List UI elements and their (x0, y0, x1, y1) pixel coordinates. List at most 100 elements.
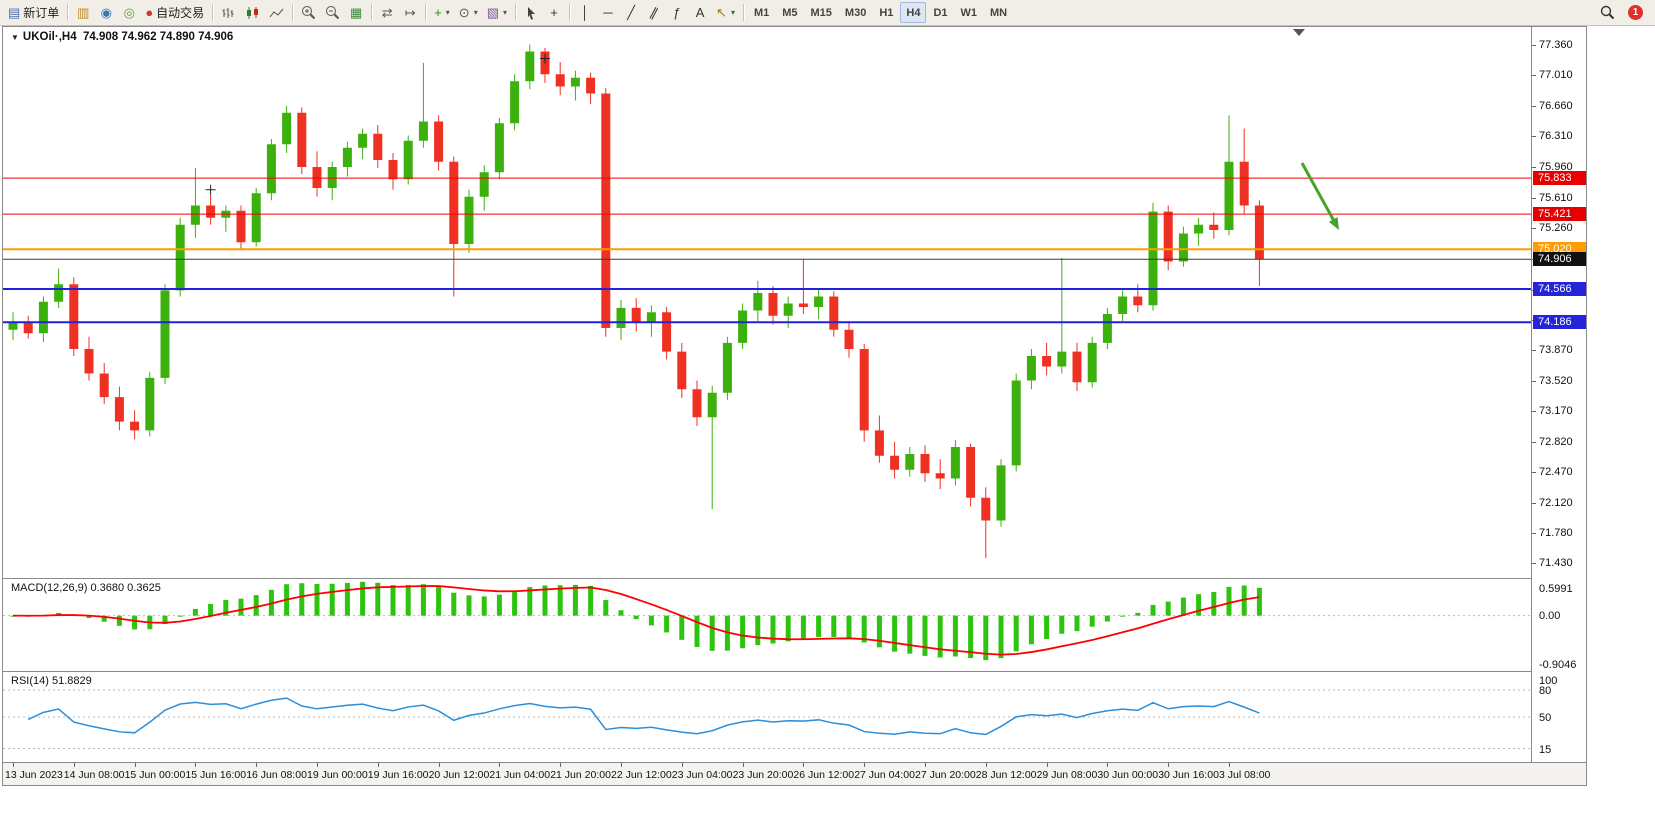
rsi-pane[interactable]: RSI(14) 51.8829 (3, 672, 1531, 762)
price-chart-pane[interactable]: ▼ UKOil·,H4 74.908 74.962 74.890 74.906 (3, 27, 1531, 578)
timeframe-h4-button[interactable]: H4 (900, 2, 927, 23)
price-axis-tick (1532, 532, 1536, 534)
timeframe-mn-button[interactable]: MN (990, 6, 1008, 19)
fibonacci-icon: ƒ (673, 5, 681, 20)
pane-splitter-2[interactable] (3, 671, 1586, 672)
price-axis-tick (1532, 441, 1536, 443)
time-axis-label: 15 Jun 00:00 (124, 769, 186, 781)
time-axis-label: 19 Jun 00:00 (307, 769, 368, 781)
price-axis[interactable]: 75.833 75.421 75.020 74.906 74.566 74.186 77.3… (1531, 27, 1586, 762)
price-axis-label: 75.960 (1539, 161, 1573, 173)
chevron-down-icon: ▾ (730, 8, 735, 17)
candle (1042, 342, 1052, 376)
time-axis-label: 22 Jun 12:00 (611, 769, 672, 781)
trend-line-button[interactable]: ╱ (620, 2, 642, 23)
toolbar-separator (425, 4, 427, 21)
candle (1194, 217, 1204, 246)
macd-chart-svg[interactable] (3, 579, 1531, 671)
macd-signal-line (12, 585, 1260, 656)
zoom-in-button[interactable] (297, 2, 320, 23)
candlestick-chart-svg[interactable] (3, 27, 1531, 578)
indicators-icon: + (434, 5, 442, 20)
timeframe-m1-button[interactable]: M1 (753, 6, 770, 19)
time-axis-tick (438, 763, 440, 767)
notification-badge[interactable]: 1 (1628, 5, 1643, 20)
equidistant-channel-button[interactable]: ∥ (643, 2, 665, 23)
periods-button[interactable]: ⊙ ▾ (455, 2, 482, 23)
templates-button[interactable]: ▧ ▾ (483, 2, 511, 23)
candle (8, 312, 18, 341)
timeframe-w1-button[interactable]: W1 (960, 6, 978, 19)
candle (829, 291, 839, 337)
macd-axis-label: 0.5991 (1539, 583, 1573, 595)
resistance-line-2-badge: 75.421 (1533, 207, 1586, 222)
pane-splitter[interactable] (3, 578, 1586, 579)
collapse-triangle-icon[interactable]: ▼ (11, 33, 19, 42)
macd-axis-label: -0.9046 (1539, 659, 1577, 671)
zoom-out-icon (325, 5, 340, 20)
auto-scroll-button[interactable]: ⇄ (376, 2, 398, 23)
time-axis-tick (681, 763, 683, 767)
zoom-out-button[interactable] (321, 2, 344, 23)
chevron-down-icon: ▾ (445, 8, 450, 17)
candle (130, 410, 140, 440)
market-watch-button[interactable]: ▥ (72, 2, 94, 23)
price-axis-tick (1532, 197, 1536, 199)
timeframe-d1-button[interactable]: D1 (933, 6, 948, 19)
data-window-button[interactable]: ◉ (95, 2, 117, 23)
candle (738, 303, 748, 349)
candle (221, 205, 231, 232)
navigator-button[interactable]: ◎ (118, 2, 140, 23)
candle (570, 70, 580, 101)
candle (175, 217, 185, 297)
candle (1011, 373, 1021, 472)
level-lines-layer (3, 177, 1531, 324)
auto-trading-button[interactable]: ● 自动交易 (141, 2, 208, 23)
cross-marker (205, 184, 216, 195)
time-axis-tick (925, 763, 926, 767)
horizontal-line-button[interactable]: ─ (597, 2, 619, 23)
timeframe-h1-button[interactable]: H1 (879, 6, 894, 19)
crosshair-button[interactable]: + (543, 2, 565, 23)
macd-pane[interactable]: MACD(12,26,9) 0.3680 0.3625 (3, 579, 1531, 671)
price-axis-label: 71.430 (1539, 557, 1573, 570)
new-order-icon: ▤ (8, 5, 21, 20)
time-axis[interactable]: 13 Jun 2023 14 Jun 08:00 15 Jun 00:00 15 Ju… (3, 762, 1586, 785)
timeframe-m15-button[interactable]: M15 (810, 6, 832, 19)
toolbar-separator (212, 4, 214, 21)
candle (768, 286, 778, 325)
vertical-line-button[interactable]: │ (574, 2, 596, 23)
trend-arrow-annotation[interactable] (1300, 162, 1339, 230)
text-tool-button[interactable]: A (689, 2, 711, 23)
line-chart-mode-button[interactable] (265, 2, 288, 23)
time-axis-label: 14 Jun 08:00 (63, 769, 125, 781)
data-window-icon: ◉ (100, 5, 112, 20)
candle (1102, 307, 1112, 349)
rsi-chart-svg[interactable] (3, 672, 1531, 762)
right-shift-marker-icon[interactable] (1293, 29, 1305, 36)
candle (1224, 115, 1234, 236)
candlestick-mode-button[interactable] (241, 2, 264, 23)
price-axis-tick (1532, 411, 1536, 413)
candle (1178, 226, 1188, 267)
time-axis-tick (134, 763, 136, 767)
timeframe-m30-button[interactable]: M30 (844, 6, 867, 19)
search-button[interactable] (1596, 2, 1619, 23)
time-axis-label: 20 Jun 12:00 (428, 769, 490, 781)
time-axis-label: 15 Jun 16:00 (185, 769, 247, 781)
auto-trading-label: 自动交易 (156, 6, 205, 20)
indicators-button[interactable]: + ▾ (430, 2, 454, 23)
time-axis-label: 23 Jun 20:00 (732, 769, 794, 781)
bar-chart-mode-button[interactable] (217, 2, 240, 23)
tile-windows-button[interactable]: ▦ (345, 2, 367, 23)
price-axis-tick (1532, 44, 1536, 46)
new-order-button[interactable]: ▤ 新订单 (4, 2, 63, 23)
candle (844, 321, 854, 358)
fibonacci-button[interactable]: ƒ (666, 2, 688, 23)
candle (935, 459, 945, 489)
candle (616, 300, 626, 341)
timeframe-m5-button[interactable]: M5 (782, 6, 798, 19)
cursor-button[interactable] (520, 2, 542, 23)
arrow-objects-button[interactable]: ↖ ▾ (712, 2, 739, 23)
chart-shift-button[interactable]: ↦ (399, 2, 421, 23)
